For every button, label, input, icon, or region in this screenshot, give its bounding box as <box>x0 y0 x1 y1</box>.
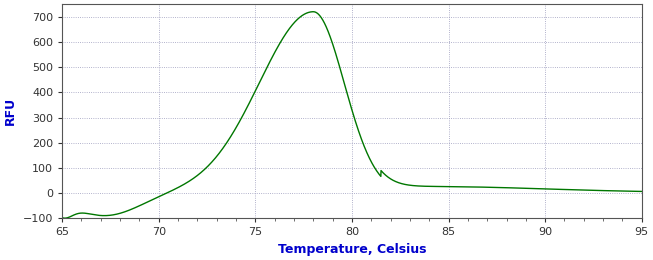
Y-axis label: RFU: RFU <box>4 97 17 125</box>
X-axis label: Temperature, Celsius: Temperature, Celsius <box>278 243 426 256</box>
